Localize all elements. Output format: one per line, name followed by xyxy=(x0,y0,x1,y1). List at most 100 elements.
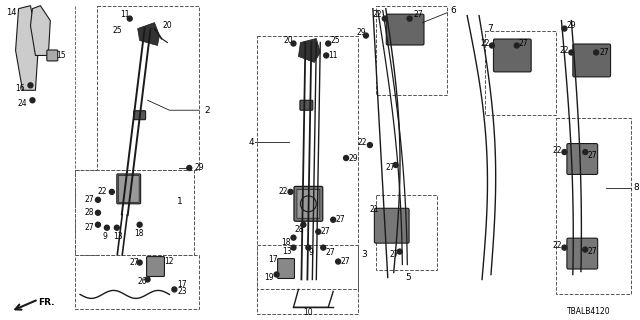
Circle shape xyxy=(291,245,296,250)
Circle shape xyxy=(515,43,519,48)
Text: 19: 19 xyxy=(265,273,275,282)
Text: 27: 27 xyxy=(588,247,597,256)
Circle shape xyxy=(562,149,567,155)
FancyBboxPatch shape xyxy=(278,259,294,278)
Text: 27: 27 xyxy=(130,258,140,267)
Circle shape xyxy=(344,156,349,161)
FancyBboxPatch shape xyxy=(573,44,611,77)
FancyBboxPatch shape xyxy=(147,257,164,276)
Text: 27: 27 xyxy=(588,150,597,160)
Circle shape xyxy=(331,217,335,222)
Bar xyxy=(257,36,358,289)
Circle shape xyxy=(301,222,306,227)
Text: 27: 27 xyxy=(335,215,345,224)
Circle shape xyxy=(562,245,567,250)
Text: 7: 7 xyxy=(487,24,493,33)
Circle shape xyxy=(393,163,398,167)
Text: 13: 13 xyxy=(113,232,122,241)
Circle shape xyxy=(288,189,293,194)
Circle shape xyxy=(382,16,387,21)
Circle shape xyxy=(187,165,192,171)
Text: 17: 17 xyxy=(269,255,278,264)
Text: 22: 22 xyxy=(358,138,367,147)
FancyBboxPatch shape xyxy=(493,39,531,72)
Circle shape xyxy=(137,222,142,227)
Text: 29: 29 xyxy=(348,154,358,163)
Text: 22: 22 xyxy=(480,39,490,48)
Circle shape xyxy=(316,229,321,234)
Circle shape xyxy=(274,272,279,277)
Text: 8: 8 xyxy=(633,183,639,192)
Text: 5: 5 xyxy=(406,273,412,282)
Circle shape xyxy=(583,149,588,155)
Circle shape xyxy=(321,245,326,250)
Polygon shape xyxy=(298,38,320,62)
Text: 24: 24 xyxy=(17,99,27,108)
FancyBboxPatch shape xyxy=(374,208,409,243)
Bar xyxy=(257,244,358,314)
Text: 26: 26 xyxy=(138,277,147,286)
Polygon shape xyxy=(31,6,51,55)
FancyBboxPatch shape xyxy=(134,111,145,120)
Bar xyxy=(376,6,447,95)
Text: 28: 28 xyxy=(294,225,304,234)
Circle shape xyxy=(306,245,311,250)
Text: 6: 6 xyxy=(451,6,456,15)
Text: 25: 25 xyxy=(113,26,122,35)
Text: 22: 22 xyxy=(552,146,562,155)
FancyBboxPatch shape xyxy=(297,189,320,218)
Text: 3: 3 xyxy=(361,250,367,259)
FancyBboxPatch shape xyxy=(387,14,424,45)
Circle shape xyxy=(583,247,588,252)
Circle shape xyxy=(95,210,100,215)
Text: 18: 18 xyxy=(134,229,144,238)
Text: 11: 11 xyxy=(120,10,129,19)
Text: 12: 12 xyxy=(164,257,174,266)
FancyBboxPatch shape xyxy=(567,144,598,174)
Text: 2: 2 xyxy=(204,106,210,115)
Circle shape xyxy=(127,16,132,21)
Text: 27: 27 xyxy=(84,195,93,204)
Text: 16: 16 xyxy=(15,84,25,93)
Bar xyxy=(376,195,437,269)
Text: 21: 21 xyxy=(370,205,380,214)
Text: 27: 27 xyxy=(386,164,396,172)
Text: 22: 22 xyxy=(278,188,288,196)
FancyBboxPatch shape xyxy=(118,175,139,202)
Circle shape xyxy=(109,189,115,194)
Circle shape xyxy=(335,259,340,264)
Circle shape xyxy=(172,287,177,292)
Circle shape xyxy=(326,41,331,46)
Text: 27: 27 xyxy=(519,39,529,48)
Text: 23: 23 xyxy=(177,287,187,296)
Text: 27: 27 xyxy=(599,48,609,57)
Text: 13: 13 xyxy=(282,247,292,256)
Text: 4: 4 xyxy=(249,138,255,147)
Text: 29: 29 xyxy=(194,164,204,172)
Text: 27: 27 xyxy=(390,250,399,259)
Text: 11: 11 xyxy=(328,51,338,60)
Bar xyxy=(485,31,557,115)
FancyBboxPatch shape xyxy=(47,50,58,61)
FancyBboxPatch shape xyxy=(300,100,313,110)
Bar xyxy=(75,255,199,309)
Text: 29: 29 xyxy=(356,28,365,37)
Text: 27: 27 xyxy=(413,10,423,19)
Text: 27: 27 xyxy=(84,223,93,232)
Circle shape xyxy=(594,50,598,55)
Circle shape xyxy=(115,225,119,230)
Text: 10: 10 xyxy=(303,308,313,317)
Circle shape xyxy=(324,53,329,58)
Circle shape xyxy=(364,33,369,38)
Circle shape xyxy=(28,83,33,88)
Text: 25: 25 xyxy=(330,36,340,45)
Circle shape xyxy=(30,98,35,103)
Text: 22: 22 xyxy=(373,10,382,19)
FancyBboxPatch shape xyxy=(294,186,323,221)
FancyBboxPatch shape xyxy=(567,238,598,269)
Text: FR.: FR. xyxy=(38,298,55,307)
Text: 18: 18 xyxy=(282,238,291,247)
Text: 15: 15 xyxy=(56,51,66,60)
Circle shape xyxy=(562,26,567,31)
Text: 22: 22 xyxy=(552,241,562,250)
